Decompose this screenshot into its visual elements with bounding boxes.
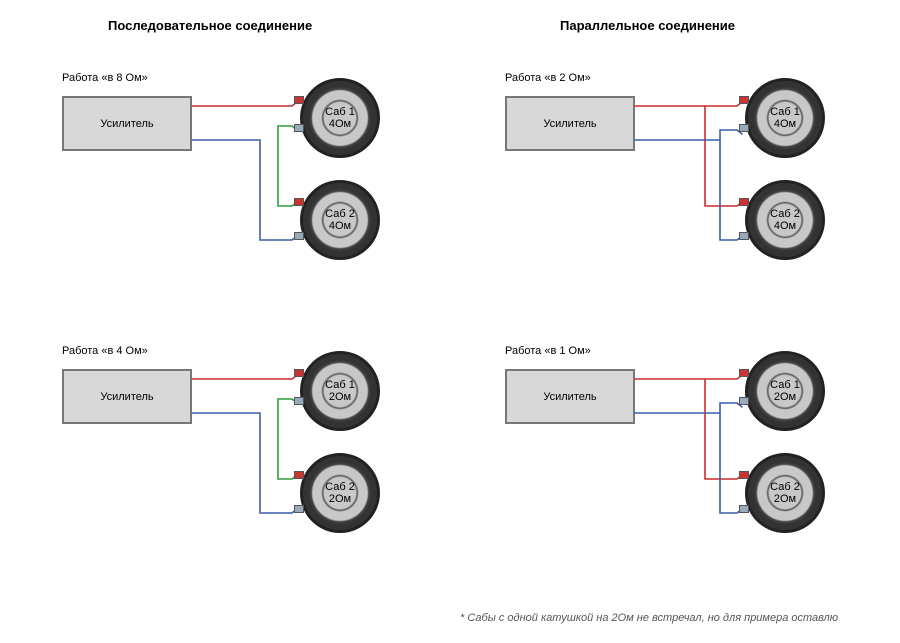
sub-label: Саб 2 xyxy=(325,481,355,493)
sub-impedance: 4Ом xyxy=(329,118,351,130)
terminal-positive xyxy=(739,96,749,104)
sub-impedance: 4Ом xyxy=(774,118,796,130)
subwoofer: Саб 14Ом xyxy=(745,78,825,158)
terminal-negative xyxy=(739,505,749,513)
work-label: Работа «в 1 Ом» xyxy=(505,345,591,357)
terminal-positive xyxy=(739,369,749,377)
terminal-negative xyxy=(294,232,304,240)
work-label: Работа «в 8 Ом» xyxy=(62,72,148,84)
terminal-negative xyxy=(739,124,749,132)
terminal-positive xyxy=(739,198,749,206)
terminal-positive xyxy=(294,471,304,479)
terminal-positive xyxy=(294,369,304,377)
terminal-positive xyxy=(294,96,304,104)
sub-label: Саб 1 xyxy=(325,106,355,118)
sub-label: Саб 1 xyxy=(325,379,355,391)
amplifier-box: Усилитель xyxy=(62,369,192,424)
sub-impedance: 4Ом xyxy=(774,220,796,232)
subwoofer: Саб 22Ом xyxy=(300,453,380,533)
wire xyxy=(278,126,297,206)
terminal-negative xyxy=(739,397,749,405)
footnote: * Сабы с одной катушкой на 2Ом не встреч… xyxy=(460,612,838,624)
wire xyxy=(635,375,742,379)
wire xyxy=(705,379,742,479)
subwoofer: Саб 14Ом xyxy=(300,78,380,158)
sub-impedance: 2Ом xyxy=(774,493,796,505)
sub-impedance: 2Ом xyxy=(329,493,351,505)
wire xyxy=(635,102,742,106)
sub-impedance: 2Ом xyxy=(329,391,351,403)
terminal-negative xyxy=(294,397,304,405)
wire xyxy=(635,413,742,513)
title-parallel: Параллельное соединение xyxy=(560,18,735,33)
subwoofer: Саб 24Ом xyxy=(745,180,825,260)
sub-impedance: 2Ом xyxy=(774,391,796,403)
sub-label: Саб 1 xyxy=(770,106,800,118)
terminal-negative xyxy=(294,505,304,513)
wire xyxy=(192,413,297,513)
wire xyxy=(192,375,297,379)
sub-label: Саб 2 xyxy=(770,481,800,493)
wire xyxy=(192,102,297,106)
terminal-positive xyxy=(739,471,749,479)
sub-impedance: 4Ом xyxy=(329,220,351,232)
amplifier-box: Усилитель xyxy=(505,96,635,151)
subwoofer: Саб 22Ом xyxy=(745,453,825,533)
sub-label: Саб 2 xyxy=(325,208,355,220)
sub-label: Саб 2 xyxy=(770,208,800,220)
work-label: Работа «в 4 Ом» xyxy=(62,345,148,357)
subwoofer: Саб 12Ом xyxy=(300,351,380,431)
sub-label: Саб 1 xyxy=(770,379,800,391)
wire xyxy=(705,106,742,206)
amplifier-box: Усилитель xyxy=(62,96,192,151)
terminal-positive xyxy=(294,198,304,206)
amplifier-box: Усилитель xyxy=(505,369,635,424)
wire xyxy=(192,140,297,240)
terminal-negative xyxy=(294,124,304,132)
title-series: Последовательное соединение xyxy=(108,18,312,33)
wire xyxy=(635,140,742,240)
subwoofer: Саб 12Ом xyxy=(745,351,825,431)
work-label: Работа «в 2 Ом» xyxy=(505,72,591,84)
terminal-negative xyxy=(739,232,749,240)
wire xyxy=(278,399,297,479)
subwoofer: Саб 24Ом xyxy=(300,180,380,260)
